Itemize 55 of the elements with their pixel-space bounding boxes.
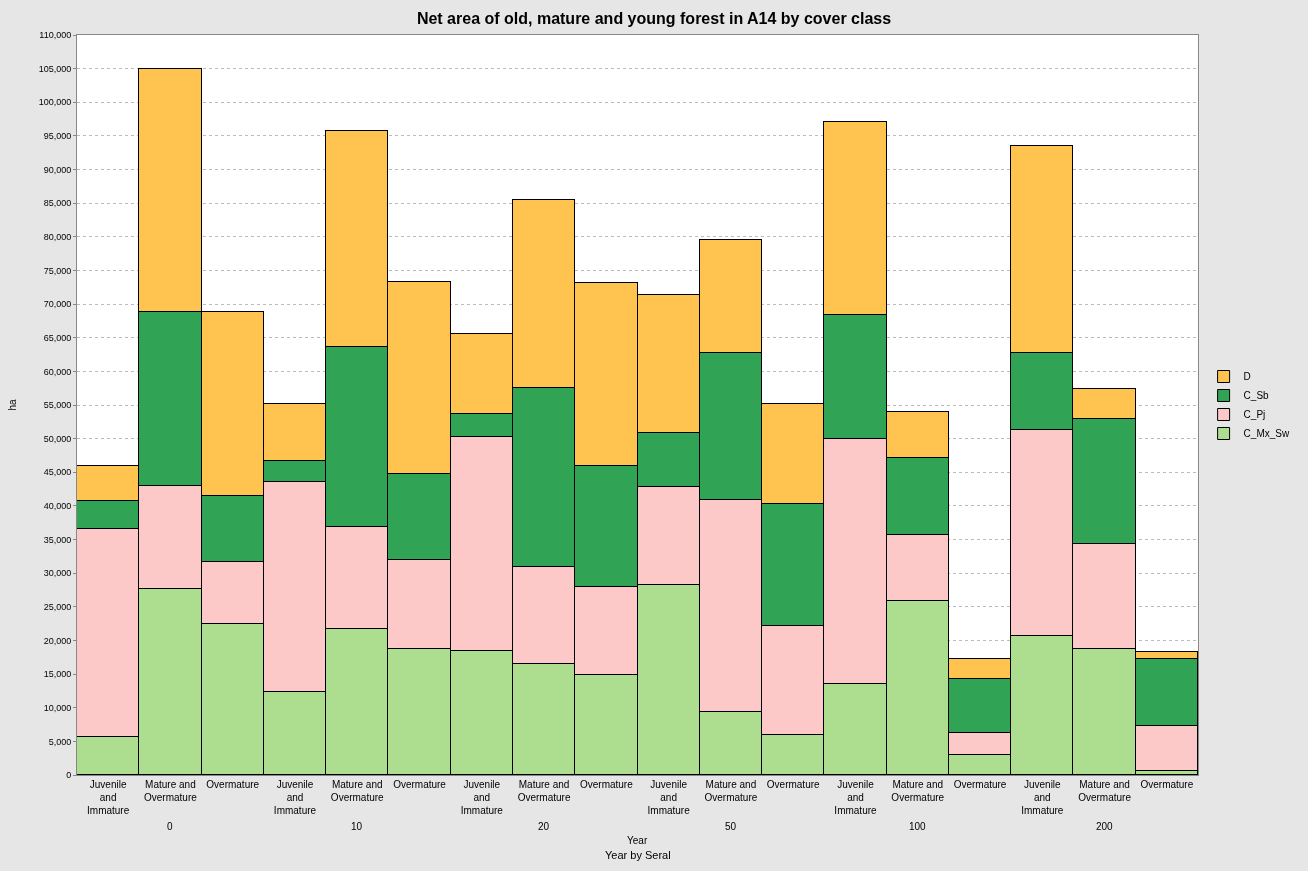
x-tick-label: Juvenile and Immature (647, 779, 691, 816)
y-tick-label: 45,000 (43, 467, 72, 478)
y-tick-label: 20,000 (43, 635, 72, 646)
x-tick-label: Overmature (206, 779, 260, 790)
text: 0 (167, 821, 173, 832)
x-tick-label: Juvenile and Immature (834, 779, 878, 816)
y-tick-label: 25,000 (43, 601, 72, 612)
legend-label: C_Pj (1243, 409, 1266, 421)
x-tick-label: Mature and Overmature (517, 779, 571, 803)
x-tick-label: Overmature (953, 779, 1007, 790)
y-tick-label: 105,000 (38, 63, 72, 74)
legend-label: C_Sb (1243, 390, 1270, 402)
y-axis-title: ha (6, 399, 18, 411)
x-tick-label: Mature and Overmature (144, 779, 198, 803)
text: 10 (351, 821, 363, 832)
text: 20 (538, 821, 550, 832)
x-axis-title: Year by Seral (605, 849, 671, 861)
x-tick-label: Overmature (766, 779, 821, 790)
chart-title: Net area of old, mature and young forest in A14 by cover class (416, 10, 892, 28)
x-tick-label: Mature and Overmature (891, 779, 945, 803)
x-tick-label: Mature and Overmature (1078, 779, 1132, 803)
x-tick-label: Juvenile and Immature (87, 779, 130, 816)
y-tick-label: 40,000 (43, 501, 72, 512)
y-tick-label: 110,000 (39, 30, 72, 41)
y-tick-label: 90,000 (43, 164, 72, 175)
x-tick-label: Overmature (393, 779, 447, 790)
x-tick-label: Overmature (1140, 779, 1194, 790)
y-tick-label: 0 (66, 770, 72, 781)
x-tick-label: Mature and Overmature (704, 779, 758, 803)
y-tick-label: 10,000 (43, 702, 72, 713)
y-tick-label: 5,000 (48, 736, 72, 747)
x-tick-label: Mature and Overmature (330, 779, 385, 803)
x-tick-label: Juvenile and Immature (1021, 779, 1064, 816)
text: Year (627, 835, 648, 846)
text: 50 (725, 821, 737, 832)
legend-label: D (1243, 371, 1251, 383)
y-tick-label: 70,000 (43, 299, 72, 310)
y-tick-label: 15,000 (43, 669, 72, 680)
y-tick-label: 80,000 (43, 231, 72, 242)
y-tick-label: 55,000 (43, 400, 72, 411)
y-tick-label: 75,000 (43, 265, 72, 276)
y-tick-label: 95,000 (43, 131, 72, 142)
x-tick-label: Overmature (579, 779, 634, 790)
y-tick-label: 65,000 (43, 332, 72, 343)
text: 200 (1096, 821, 1114, 832)
y-tick-label: 30,000 (43, 568, 72, 579)
legend-label: C_Mx_Sw (1243, 428, 1290, 440)
x-tick-label: Juvenile and Immature (460, 779, 504, 816)
y-tick-label: 50,000 (43, 433, 72, 444)
x-tick-label: Juvenile and Immature (273, 779, 317, 816)
y-tick-label: 85,000 (43, 198, 72, 209)
y-tick-label: 100,000 (38, 97, 72, 108)
y-tick-label: 35,000 (43, 534, 72, 545)
text: 100 (909, 821, 927, 832)
y-tick-label: 60,000 (43, 366, 72, 377)
